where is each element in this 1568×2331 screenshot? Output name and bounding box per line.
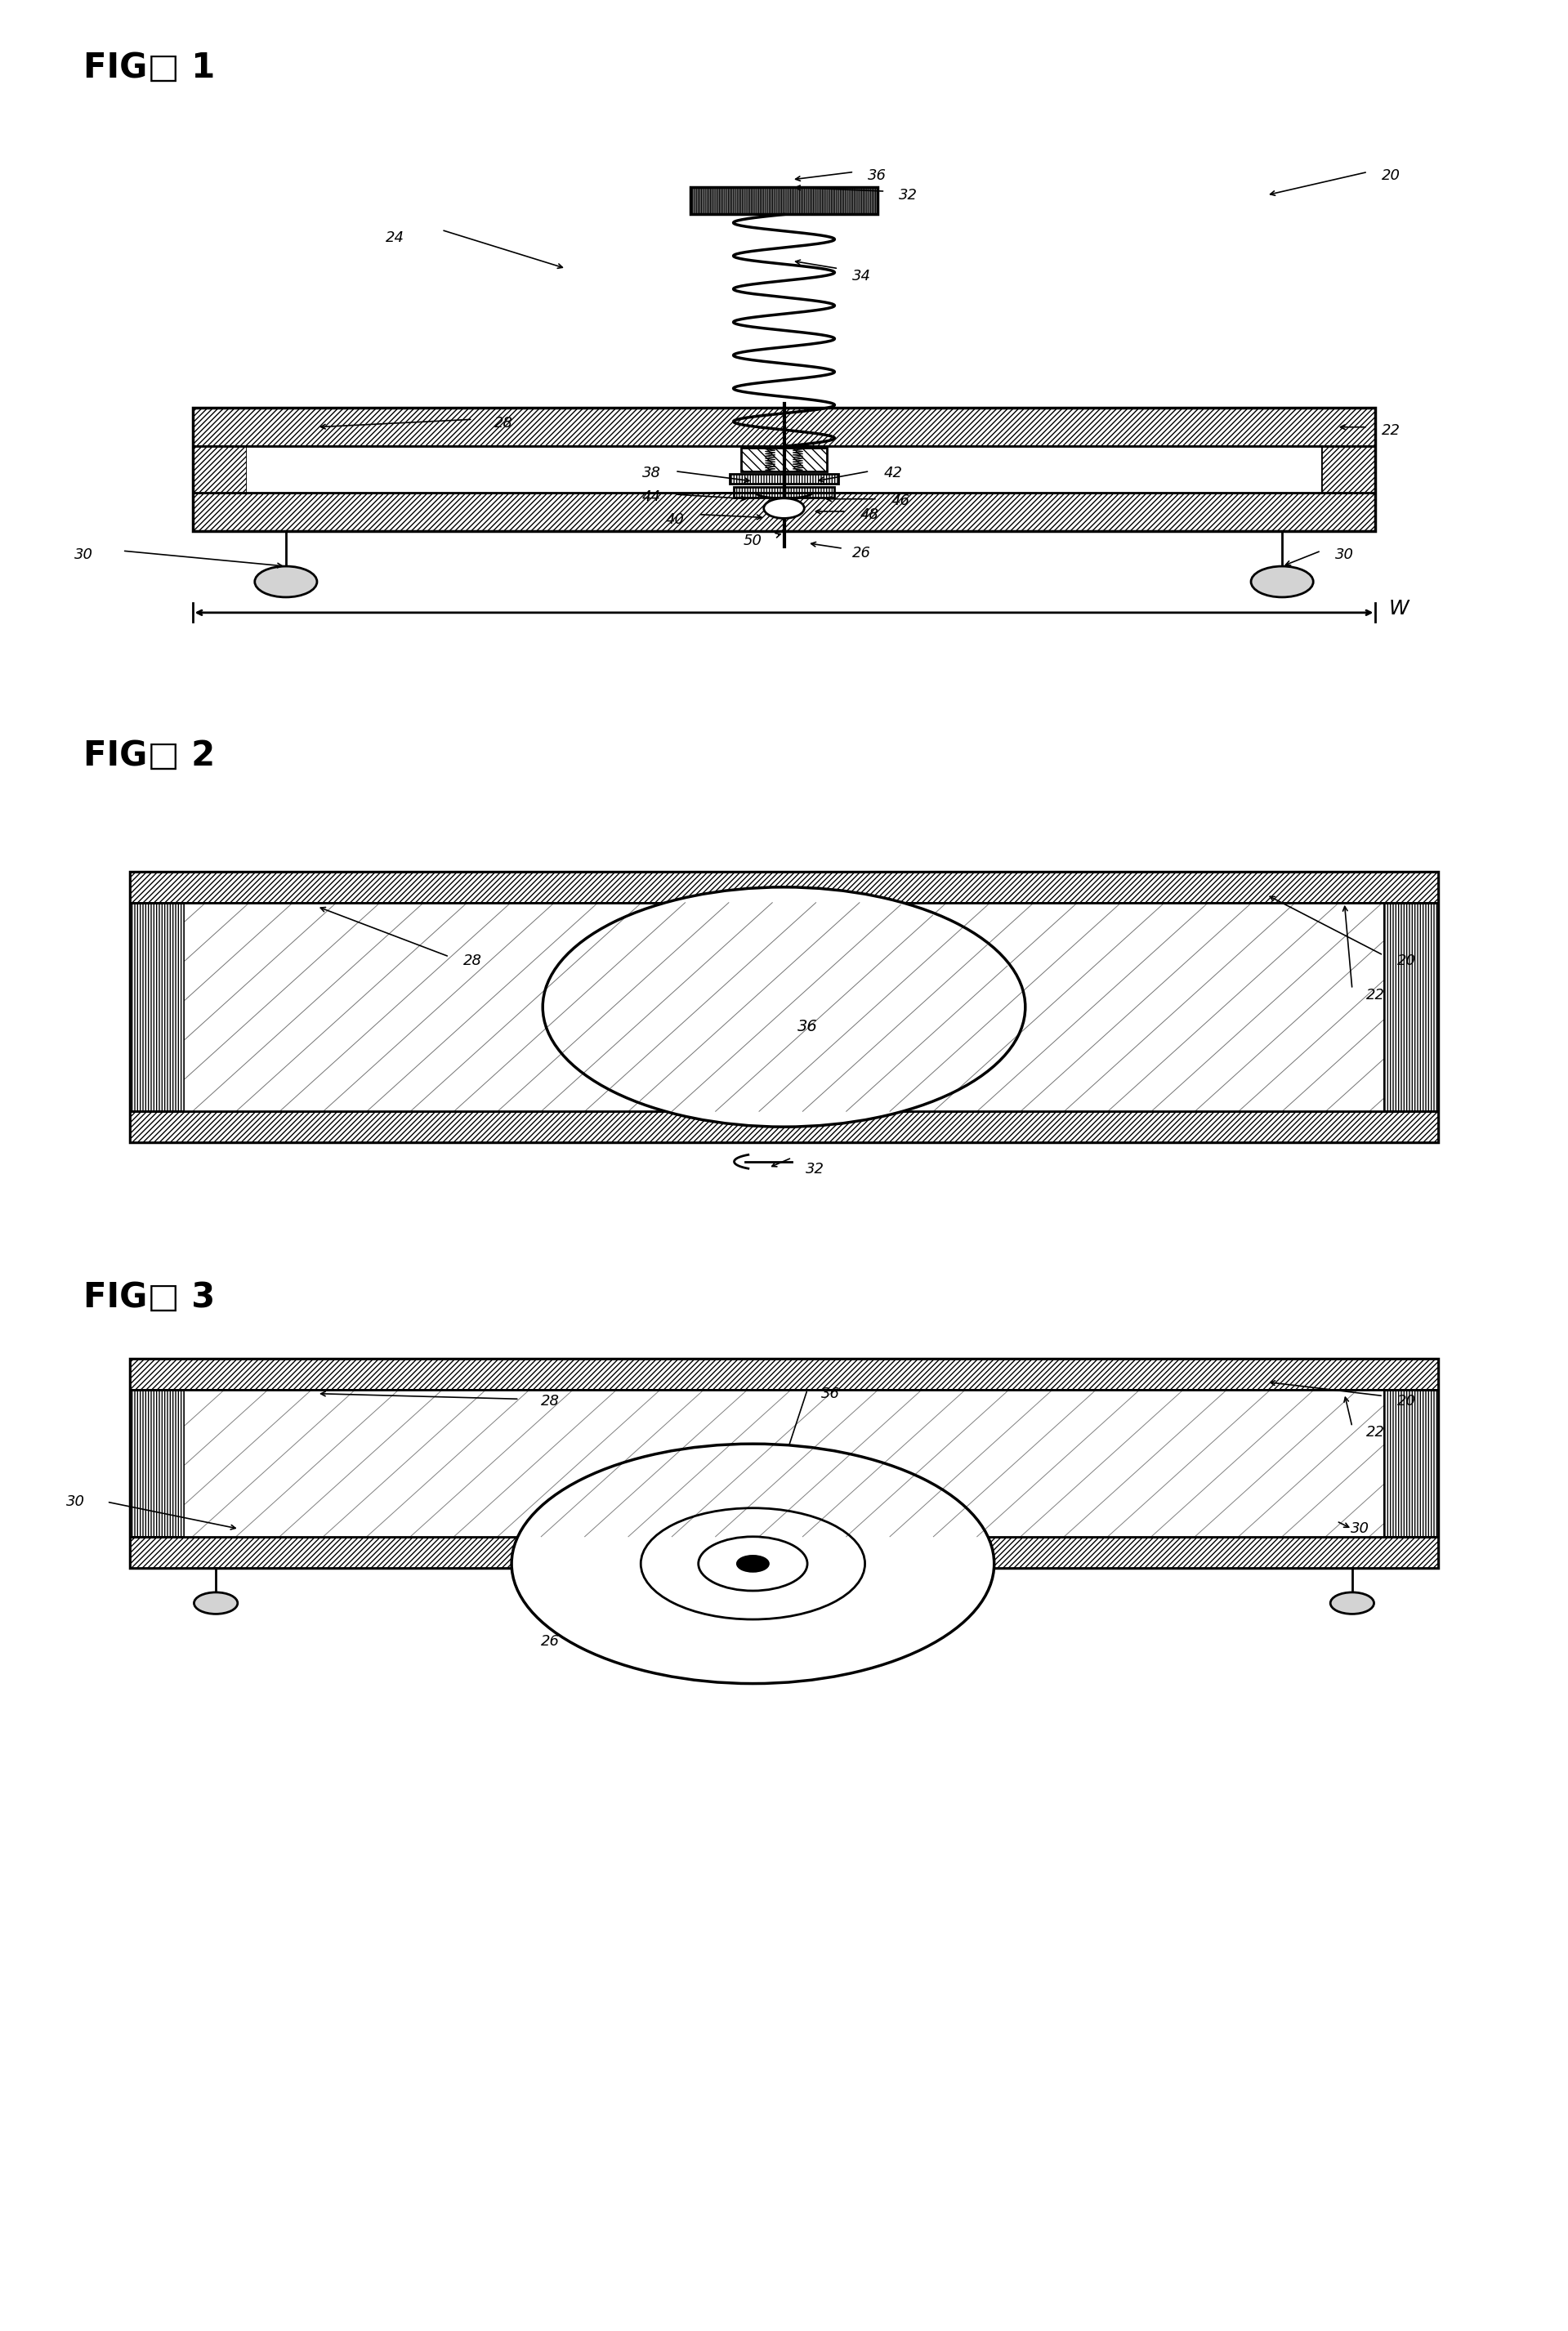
Circle shape [511, 1443, 994, 1683]
Text: 26: 26 [853, 545, 872, 559]
Text: 32: 32 [806, 1163, 825, 1177]
Text: 36: 36 [853, 1042, 872, 1056]
Circle shape [764, 499, 804, 517]
Circle shape [698, 1536, 808, 1590]
Bar [130, 1389, 185, 1536]
Text: 20: 20 [1397, 953, 1416, 967]
Bar [246, 448, 1322, 492]
Text: 42: 42 [884, 466, 902, 480]
Bar [185, 902, 1383, 1112]
Text: FIG□ 2: FIG□ 2 [83, 739, 215, 774]
Text: 22: 22 [1366, 1424, 1385, 1441]
Bar [193, 448, 246, 492]
Text: 20: 20 [1381, 168, 1400, 184]
Text: 34: 34 [853, 268, 872, 284]
Circle shape [1330, 1592, 1374, 1613]
Text: 30: 30 [66, 1494, 85, 1508]
Bar [742, 448, 826, 471]
Bar [130, 1359, 1438, 1389]
Bar [130, 872, 1438, 1142]
Text: 40: 40 [877, 1576, 895, 1590]
Text: 28: 28 [463, 953, 481, 967]
Text: 36: 36 [797, 1019, 817, 1035]
Text: 38: 38 [643, 466, 662, 480]
Bar [193, 408, 1375, 531]
Text: FIG□ 3: FIG□ 3 [83, 1280, 215, 1315]
Text: 22: 22 [1381, 424, 1400, 438]
Text: 24: 24 [386, 231, 405, 245]
Text: 22: 22 [1366, 988, 1385, 1002]
Text: 44: 44 [869, 1501, 887, 1517]
Text: 44: 44 [643, 490, 662, 503]
Bar [185, 1389, 1383, 1536]
Bar [1322, 448, 1375, 492]
Text: 26: 26 [541, 1634, 560, 1648]
Bar [690, 186, 878, 214]
Circle shape [254, 566, 317, 597]
Circle shape [543, 888, 1025, 1126]
Text: 32: 32 [898, 189, 917, 203]
Text: 20: 20 [1397, 1394, 1416, 1408]
Text: 48: 48 [861, 508, 880, 522]
Text: 40: 40 [666, 513, 684, 527]
Bar [130, 1112, 1438, 1142]
Text: FIG□ 1: FIG□ 1 [83, 51, 215, 84]
Text: 30: 30 [74, 548, 93, 562]
Text: 36: 36 [869, 168, 887, 184]
Bar [130, 902, 185, 1112]
Circle shape [737, 1557, 768, 1571]
Text: 36: 36 [822, 1387, 840, 1401]
Circle shape [194, 1592, 238, 1613]
Circle shape [1251, 566, 1314, 597]
Bar [130, 1536, 1438, 1566]
Text: 30: 30 [1350, 1522, 1369, 1536]
Text: 50: 50 [743, 534, 762, 548]
Bar [729, 473, 839, 483]
Bar [130, 872, 1438, 902]
Bar [130, 1359, 1438, 1566]
Text: 50: 50 [659, 1557, 677, 1571]
Bar [1383, 1389, 1438, 1536]
Bar [193, 492, 1375, 531]
Text: 46: 46 [891, 494, 909, 508]
Bar [1383, 902, 1438, 1112]
Bar [734, 487, 834, 497]
Text: 28: 28 [541, 1394, 560, 1408]
Text: 30: 30 [1334, 548, 1353, 562]
Text: 28: 28 [494, 415, 513, 431]
Bar [193, 408, 1375, 448]
Text: W: W [1389, 599, 1410, 618]
